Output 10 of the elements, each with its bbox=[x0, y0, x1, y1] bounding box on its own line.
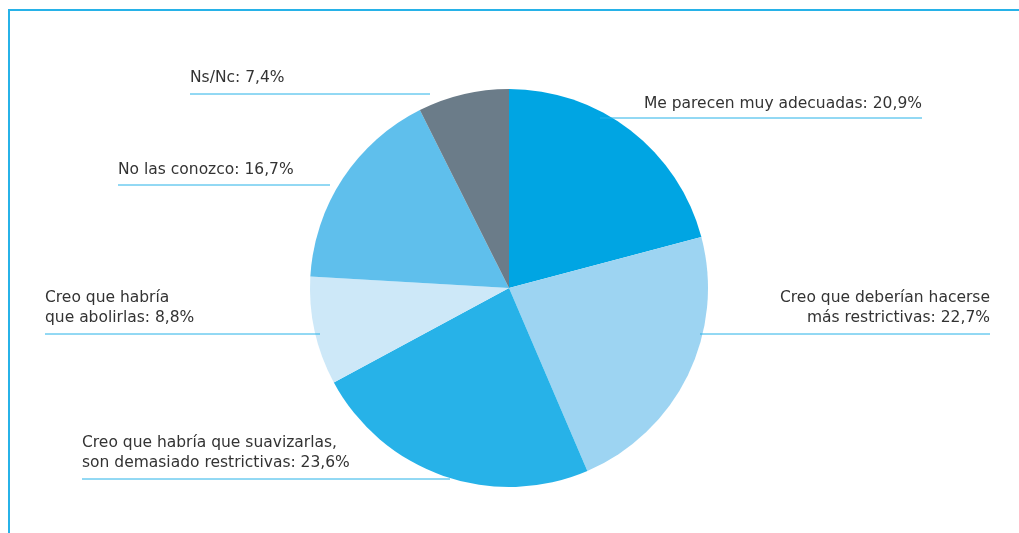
slice-label: Ns/Nc: 7,4% bbox=[190, 68, 285, 86]
slice-label: Creo que habría que suavizarlas, son demasiado restrictivas: 23,6% bbox=[82, 433, 350, 471]
slice-label: No las conozco: 16,7% bbox=[118, 160, 294, 178]
slice-label: Me parecen muy adecuadas: 20,9% bbox=[643, 94, 922, 112]
pie-slice bbox=[310, 110, 509, 288]
pie-slice bbox=[509, 237, 708, 471]
pie-slice bbox=[419, 89, 509, 288]
pie-slice bbox=[310, 276, 509, 383]
slice-label: Creo que habría que abolirlas: 8,8% bbox=[45, 288, 195, 326]
slice-label: Creo que deberían hacerse más restrictivas: 22,7% bbox=[780, 288, 990, 326]
